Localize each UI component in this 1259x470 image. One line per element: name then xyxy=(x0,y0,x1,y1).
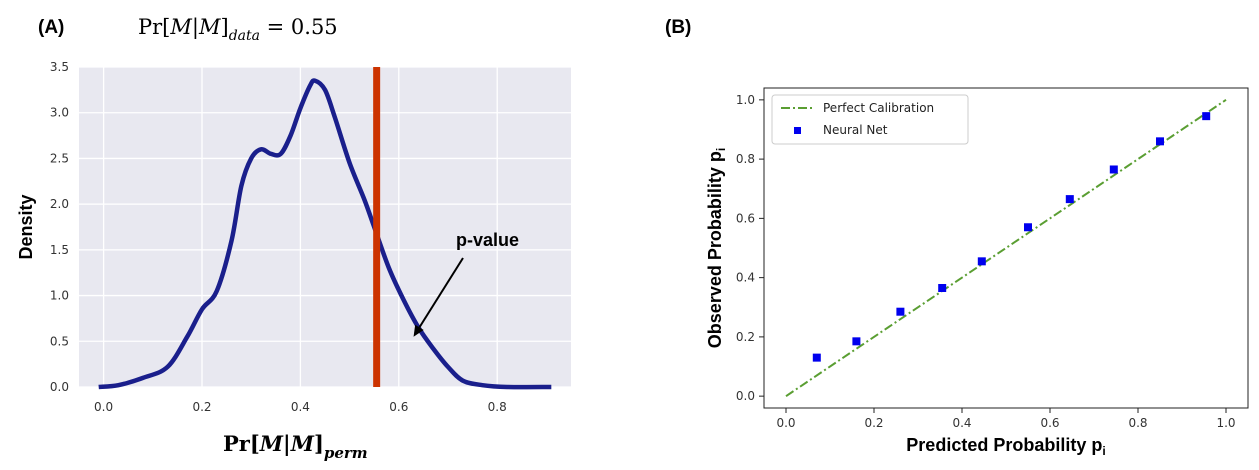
x-tick-label: 0.8 xyxy=(1128,416,1147,430)
ylabel-b-text: Observed Probability xyxy=(705,167,725,348)
x-tick-label: 0.8 xyxy=(488,400,507,414)
neural-net-points xyxy=(812,112,1211,362)
legend-neural-net: Neural Net xyxy=(823,123,888,137)
y-tick-label: 2.0 xyxy=(50,197,69,211)
perfect-calibration-line xyxy=(785,99,1227,397)
y-tick-label: 0.5 xyxy=(50,334,69,348)
neural-net-point xyxy=(1065,195,1074,204)
title-a-bar: | xyxy=(192,15,199,40)
xlabel-a-post: ] xyxy=(314,431,324,456)
chart-b: 0.0 0.2 0.4 0.6 0.8 1.0 0.0 0.2 0.4 0.6 0.8 1.0 Pe… xyxy=(705,87,1249,458)
xlabel-a-sub: perm xyxy=(324,444,368,462)
title-a-m2: M xyxy=(198,15,221,39)
x-tick-label: 0.2 xyxy=(864,416,883,430)
x-tick-label: 0.2 xyxy=(192,400,211,414)
xlabel-a-m1: M xyxy=(259,431,284,456)
y-tick-label: 0.6 xyxy=(736,211,755,225)
y-tick-label: 3.5 xyxy=(50,60,69,74)
chart-a-gridlines xyxy=(79,66,571,388)
title-a-pre: Pr[ xyxy=(138,15,170,39)
density-curve xyxy=(98,78,552,390)
neural-net-point xyxy=(1109,165,1118,174)
x-tick-label: 0.4 xyxy=(291,400,310,414)
y-tick-label: 0.0 xyxy=(50,380,69,394)
y-tick-label: 1.0 xyxy=(50,289,69,303)
neural-net-point xyxy=(938,284,947,292)
y-tick-label: 0.2 xyxy=(736,330,755,344)
y-tick-label: 0.4 xyxy=(736,271,755,285)
legend-box xyxy=(771,94,969,145)
neural-net-point xyxy=(1024,223,1032,232)
xlabel-b-text: Predicted Probability xyxy=(906,435,1086,455)
chart-a-xticks: 0.0 0.2 0.4 0.6 0.8 xyxy=(94,400,507,414)
y-tick-label: 0.8 xyxy=(736,152,755,166)
y-tick-label: 0.0 xyxy=(736,389,755,403)
x-tick-label: 0.4 xyxy=(952,416,971,430)
panel-b-label: (B) xyxy=(665,17,691,38)
x-tick-label: 0.6 xyxy=(389,400,408,414)
panel-a-label: (A) xyxy=(38,17,64,38)
title-a-m1: M xyxy=(169,15,192,39)
title-a-sub: data xyxy=(229,28,260,44)
xlabel-a-bar: | xyxy=(283,431,291,456)
neural-net-point xyxy=(812,353,821,362)
legend-square-swatch xyxy=(794,127,801,134)
chart-b-xticks: 0.0 0.2 0.4 0.6 0.8 1.0 xyxy=(776,408,1236,430)
xlabel-b-i: i xyxy=(1102,444,1105,458)
chart-b-ylabel: Observed Probability pi xyxy=(705,148,728,348)
neural-net-point xyxy=(1202,112,1211,121)
ylabel-b-i: i xyxy=(714,148,728,151)
x-tick-label: 0.6 xyxy=(1040,416,1059,430)
x-tick-label: 0.0 xyxy=(94,400,113,414)
chart-a-title: Pr[M|M]data = 0.55 xyxy=(138,15,338,44)
p-value-annotation: p-value xyxy=(456,230,519,250)
p-value-arrowhead xyxy=(413,324,424,337)
neural-net-point xyxy=(852,337,861,346)
xlabel-b-p: p xyxy=(1091,435,1102,455)
neural-net-point xyxy=(977,257,986,266)
chart-a-xlabel: Pr[M|M]perm xyxy=(223,431,368,462)
x-tick-label: 1.0 xyxy=(1216,416,1235,430)
chart-b-yticks: 0.0 0.2 0.4 0.6 0.8 1.0 xyxy=(736,93,764,403)
x-tick-label: 0.0 xyxy=(776,416,795,430)
chart-a-plot-area xyxy=(79,67,571,387)
p-value-arrow xyxy=(418,257,464,328)
xlabel-a-pre: Pr[ xyxy=(223,431,260,456)
chart-b-legend: Perfect Calibration Neural Net xyxy=(771,94,969,145)
y-tick-label: 1.5 xyxy=(50,243,69,257)
y-tick-label: 2.5 xyxy=(50,151,69,165)
y-tick-label: 1.0 xyxy=(736,93,755,107)
title-a-post: ] xyxy=(220,15,228,39)
y-tick-label: 3.0 xyxy=(50,106,69,120)
chart-a-ylabel: Density xyxy=(16,194,36,259)
chart-a-yticks: 0.0 0.5 1.0 1.5 2.0 2.5 3.0 3.5 xyxy=(50,60,69,394)
neural-net-point xyxy=(896,307,905,316)
xlabel-a-m2: M xyxy=(290,431,315,456)
neural-net-point xyxy=(1156,137,1164,146)
ylabel-b-p: p xyxy=(705,151,725,162)
title-a-eq: = 0.55 xyxy=(260,15,338,39)
chart-a: Pr[M|M]data = 0.55 0.00.51.01.52.02.53.0… xyxy=(16,15,571,462)
chart-b-xlabel: Predicted Probability pi xyxy=(906,435,1105,458)
legend-perfect-calibration: Perfect Calibration xyxy=(823,101,934,115)
